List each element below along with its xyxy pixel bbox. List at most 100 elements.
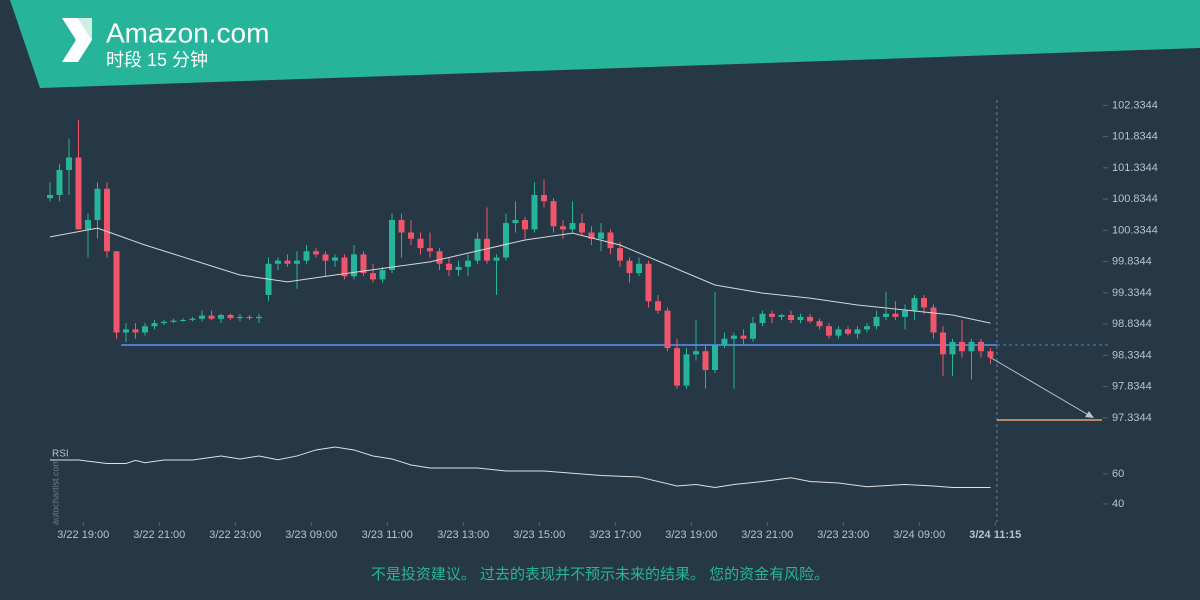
x-tick-label: 3/23 23:00 <box>817 529 869 541</box>
candle-body <box>835 329 842 336</box>
chart-subtitle: 时段 15 分钟 <box>106 50 208 70</box>
x-tick-label: 3/22 19:00 <box>57 529 109 541</box>
candle-body <box>237 316 243 319</box>
candle-body <box>256 316 262 319</box>
candle-body <box>227 315 234 319</box>
candle-body <box>180 320 186 321</box>
candle-body <box>816 321 823 327</box>
candle-body <box>541 195 547 202</box>
header-banner <box>10 0 1200 88</box>
candle-body <box>208 315 215 319</box>
candle-body <box>721 338 728 345</box>
chart-title: Amazon.com <box>106 17 269 48</box>
candle-body <box>113 251 120 333</box>
candle-body <box>132 329 139 333</box>
candle-body <box>892 313 899 317</box>
x-tick-label: 3/24 09:00 <box>893 529 945 541</box>
y-tick-label: 102.3344 <box>1112 99 1158 111</box>
y-tick-label: 99.8344 <box>1112 256 1152 268</box>
candle-body <box>85 220 91 230</box>
candle-body <box>655 301 661 311</box>
candle-body <box>987 351 994 358</box>
candle-body <box>275 260 281 264</box>
rsi-tick-label: 60 <box>1112 468 1124 480</box>
candle-body <box>949 341 956 355</box>
candle-body <box>788 315 794 320</box>
x-tick-label: 3/23 09:00 <box>285 529 337 541</box>
candle-body <box>845 329 851 334</box>
candle-body <box>560 226 566 230</box>
candle-body <box>968 341 975 352</box>
candle-body <box>579 223 585 233</box>
y-tick-label: 98.8344 <box>1112 318 1152 330</box>
candle-body <box>807 316 813 322</box>
candle-body <box>465 260 471 267</box>
candle-body <box>75 157 82 230</box>
candle-body <box>598 232 604 239</box>
candle-body <box>47 195 53 199</box>
candle-body <box>322 254 329 261</box>
y-tick-label: 99.3344 <box>1112 287 1152 299</box>
candle-body <box>370 273 376 280</box>
candle-body <box>750 323 756 339</box>
candle-body <box>455 266 462 270</box>
candle-body <box>427 248 433 252</box>
candle-body <box>873 316 880 327</box>
candle-body <box>522 220 528 230</box>
candle-body <box>959 341 965 352</box>
x-tick-label: 3/22 21:00 <box>133 529 185 541</box>
candle-body <box>674 348 680 386</box>
candle-body <box>218 315 224 319</box>
candle-body <box>930 307 937 333</box>
candle-body <box>607 232 614 249</box>
candle-body <box>683 354 690 386</box>
moving-average <box>49 227 991 324</box>
candle-body <box>493 257 500 261</box>
logo-accent <box>78 18 92 40</box>
candle-body <box>712 345 718 370</box>
candle-body <box>360 254 367 274</box>
y-tick-label: 97.8344 <box>1112 381 1152 393</box>
candle-body <box>978 341 984 352</box>
candle-body <box>351 254 357 277</box>
x-tick-label: 3/23 19:00 <box>665 529 717 541</box>
candle-body <box>94 188 101 220</box>
candle-body <box>56 170 63 195</box>
candle-body <box>940 332 946 355</box>
candle-body <box>199 315 205 319</box>
x-tick-label: 3/23 21:00 <box>741 529 793 541</box>
x-tick-label: 3/23 11:00 <box>362 529 413 541</box>
disclaimer: 不是投资建议。 过去的表现并不预示未来的结果。 您的资金有风险。 <box>371 566 829 583</box>
candle-body <box>826 326 832 336</box>
candle-body <box>769 313 775 317</box>
candle-body <box>123 329 129 333</box>
candle-body <box>512 220 519 224</box>
x-tick-label: 3/23 17:00 <box>589 529 641 541</box>
rsi-label: RSI <box>52 449 69 460</box>
forecast-arrowhead <box>1085 411 1094 418</box>
candle-body <box>702 351 709 370</box>
candle-body <box>332 257 338 261</box>
rsi-line <box>50 446 991 488</box>
candle-body <box>664 310 671 349</box>
candle-body <box>189 318 196 320</box>
candle-body <box>313 251 319 255</box>
candle-body <box>341 257 348 277</box>
candle-body <box>484 238 490 261</box>
candle-body <box>740 335 747 339</box>
x-tick-label: 3/24 11:15 <box>969 529 1021 541</box>
candle-body <box>284 260 291 264</box>
candle-body <box>617 248 623 261</box>
y-tick-label: 100.3344 <box>1112 224 1158 236</box>
watermark: autochartist.com <box>50 459 60 525</box>
candle-body <box>626 260 633 274</box>
candle-body <box>151 323 158 327</box>
candle-body <box>142 326 148 333</box>
y-tick-label: 97.3344 <box>1112 412 1152 424</box>
candle-body <box>531 195 538 230</box>
candle-body <box>569 223 576 230</box>
y-tick-label: 101.8344 <box>1112 131 1158 143</box>
